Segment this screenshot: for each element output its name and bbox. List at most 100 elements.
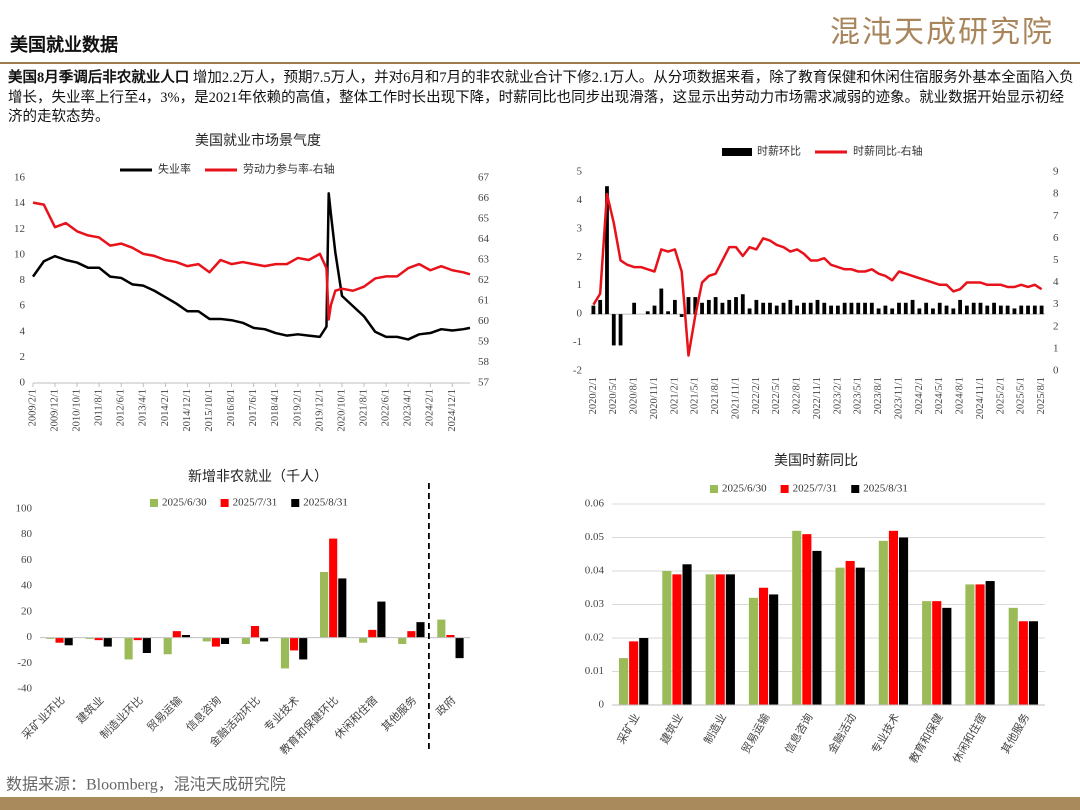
bar — [666, 311, 670, 315]
y-tick-label: 0 — [599, 699, 605, 711]
bar — [715, 574, 725, 705]
legend-label: 失业率 — [158, 162, 191, 176]
x-tick-label: 2017/6/1 — [248, 389, 259, 426]
bar — [978, 302, 983, 315]
y-tick-label: 14 — [14, 197, 26, 209]
x-tick-label: 2014/12/1 — [182, 389, 193, 432]
x-tick-label: 2023/8/1 — [873, 377, 884, 414]
y-tick-label: 10 — [14, 248, 26, 260]
x-tick-label: 2024/5/1 — [934, 377, 945, 414]
bar — [1008, 607, 1018, 705]
bar — [672, 299, 677, 315]
bar — [713, 297, 718, 315]
bar — [899, 537, 909, 705]
bar — [338, 578, 347, 638]
x-tick-label: 2025/5/1 — [1016, 377, 1027, 414]
bar — [241, 637, 250, 644]
y2-tick-label: 63 — [478, 254, 490, 266]
y-tick-label: 1 — [577, 279, 583, 291]
x-tick-label: 2015/10/1 — [204, 389, 215, 432]
x-tick-label: 2024/8/1 — [955, 377, 966, 414]
series-line — [31, 192, 471, 341]
bar — [437, 619, 446, 638]
y-tick-label: 100 — [16, 503, 33, 515]
x-tick-label: 2019/2/1 — [292, 389, 303, 426]
y-tick-label: 3 — [577, 222, 583, 234]
x-tick-label: 2025/8/1 — [1036, 377, 1047, 414]
bar — [407, 631, 416, 638]
x-tick-label: 2009/2/1 — [27, 389, 38, 426]
bar — [720, 302, 725, 315]
x-tick-label: 金融活动 — [825, 711, 859, 756]
y2-tick-label: 67 — [478, 172, 490, 184]
bar — [747, 308, 752, 315]
x-tick-label: 2024/2/1 — [425, 389, 436, 426]
bar — [922, 601, 932, 705]
bar — [682, 564, 692, 705]
bar — [591, 305, 596, 315]
bar — [290, 637, 299, 651]
bar — [822, 302, 827, 315]
bar — [808, 302, 813, 315]
y2-tick-label: 4 — [1053, 276, 1059, 288]
bar — [998, 305, 1003, 315]
series-line — [592, 192, 1043, 357]
y-tick-label: -1 — [573, 336, 582, 348]
bar — [761, 302, 766, 315]
bar — [320, 572, 329, 638]
bar — [1026, 305, 1030, 315]
bar — [951, 308, 956, 315]
y-tick-label: 0.01 — [585, 665, 604, 677]
legend-label: 劳动力参与率-右轴 — [243, 162, 335, 176]
x-tick-label: 2023/11/1 — [893, 377, 904, 419]
bar — [888, 530, 899, 705]
bar — [359, 637, 368, 643]
bar — [985, 581, 995, 705]
x-tick-label: 贸易运输 — [144, 693, 185, 734]
bar — [917, 308, 922, 315]
bar — [758, 587, 769, 705]
bar — [802, 302, 806, 315]
x-tick-label: 2021/2/1 — [669, 377, 680, 414]
y2-tick-label: 3 — [1053, 298, 1059, 310]
bar — [639, 638, 649, 705]
x-tick-label: 休闲和住宿 — [949, 711, 989, 766]
x-tick-label: 信息咨询 — [782, 711, 816, 756]
y-tick-label: -2 — [573, 365, 582, 377]
y-tick-label: 4 — [577, 194, 583, 206]
y-tick-label: 0.02 — [585, 632, 604, 644]
y-tick-label: 6 — [20, 300, 26, 312]
y2-tick-label: 62 — [478, 274, 489, 286]
bar — [781, 302, 786, 315]
bar — [890, 308, 895, 315]
x-tick-label: 2020/5/1 — [608, 377, 619, 414]
y-tick-label: 0.05 — [585, 531, 605, 543]
bar — [774, 305, 779, 315]
bar — [1019, 305, 1024, 315]
bar — [329, 538, 338, 638]
bar — [897, 302, 901, 315]
bar — [659, 288, 664, 315]
bar — [944, 305, 949, 315]
bar — [734, 297, 738, 315]
bar — [124, 637, 133, 660]
bar — [792, 530, 802, 705]
x-tick-label: 2023/5/1 — [853, 377, 864, 414]
y-tick-label: 0 — [20, 377, 26, 389]
x-tick-label: 2010/10/1 — [71, 389, 82, 432]
bar — [662, 571, 672, 705]
bar — [181, 635, 190, 638]
x-tick-label: 2013/4/1 — [138, 389, 149, 426]
legend-label: 2025/8/31 — [863, 483, 908, 495]
bar — [942, 607, 952, 705]
x-tick-label: 2022/2/1 — [751, 377, 762, 414]
y-tick-label: 4 — [20, 325, 26, 337]
bar — [878, 540, 888, 705]
legend-label: 2025/8/31 — [303, 497, 348, 509]
bar — [975, 584, 985, 705]
x-tick-label: 2012/6/1 — [116, 389, 127, 426]
y2-tick-label: 0 — [1053, 365, 1059, 377]
y-tick-label: 20 — [21, 605, 33, 617]
x-tick-label: 2025/2/1 — [995, 377, 1006, 414]
bar — [876, 308, 881, 315]
